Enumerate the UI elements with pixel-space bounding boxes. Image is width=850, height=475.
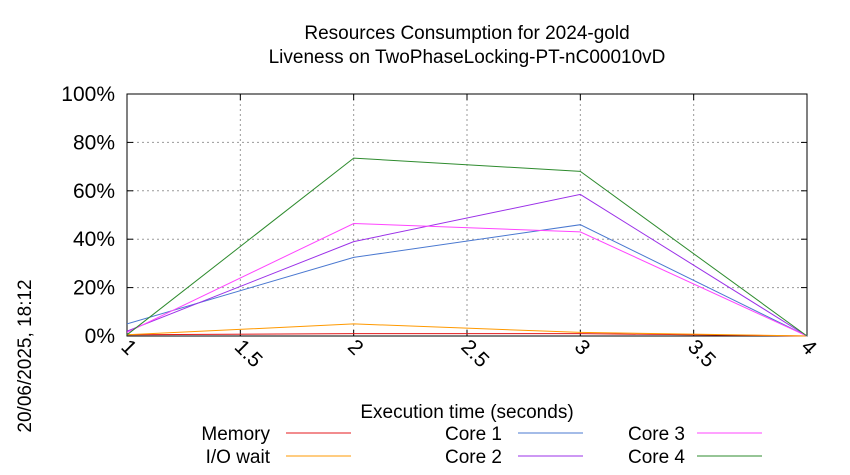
- x-tick-label: 2.5: [456, 335, 493, 372]
- y-tick-label: 80%: [73, 131, 115, 154]
- legend-label-core-3: Core 3: [628, 424, 685, 445]
- series-line-core-4: [126, 157, 808, 337]
- axis-ticks: 0% 20% 40% 60% 80% 100% 1 1.5 2 2.5 3 3.5 4: [61, 83, 821, 372]
- side-timestamp-label: 20/06/2025, 18:12: [15, 279, 36, 432]
- x-tick-label: 3.5: [683, 335, 720, 372]
- y-tick-label: 20%: [73, 277, 115, 300]
- series-line-core-2: [126, 193, 808, 337]
- y-tick-label: 100%: [61, 83, 115, 106]
- series-line-core-1: [126, 224, 808, 337]
- series-line-i-o-wait: [126, 323, 808, 337]
- chart-title: Resources Consumption for 2024-gold: [304, 23, 629, 44]
- x-tick-label: 3: [570, 335, 595, 360]
- legend-label-core-4: Core 4: [628, 447, 685, 468]
- series-lines: [126, 157, 808, 337]
- y-tick-label: 0%: [85, 325, 115, 348]
- x-tick-label: 1: [116, 335, 141, 360]
- legend-label-i-o-wait: I/O wait: [206, 447, 271, 468]
- x-tick-label: 1.5: [230, 335, 267, 372]
- legend-label-core-1: Core 1: [445, 424, 502, 445]
- x-tick-label: 4: [796, 335, 821, 360]
- x-tick-label: 2: [343, 335, 368, 360]
- legend-label-memory: Memory: [201, 424, 270, 445]
- legend-label-core-2: Core 2: [445, 447, 502, 468]
- y-tick-label: 40%: [73, 228, 115, 251]
- series-line-memory: [126, 333, 808, 337]
- y-tick-label: 60%: [73, 180, 115, 203]
- x-axis-label: Execution time (seconds): [360, 402, 573, 423]
- chart-subtitle: Liveness on TwoPhaseLocking-PT-nC00010vD: [269, 47, 666, 68]
- grid-lines: [127, 94, 807, 336]
- series-line-core-3: [126, 222, 808, 337]
